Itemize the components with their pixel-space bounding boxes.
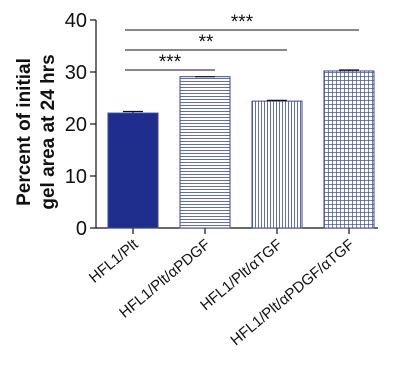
bar xyxy=(323,70,375,229)
y-tick-label: 10 xyxy=(65,166,87,188)
x-axis-labels: HFL1/PltHFL1/Plt/αPDGFHFL1/Plt/αTGFHFL1/… xyxy=(86,236,358,350)
significance-label: *** xyxy=(159,52,182,73)
bar xyxy=(179,76,231,229)
y-tick-label: 20 xyxy=(65,114,87,136)
bar xyxy=(107,112,159,229)
y-axis-title: Percent of initial gel area at 24 hrs xyxy=(14,54,59,209)
y-tick-label: 30 xyxy=(65,62,87,84)
y-axis-title-line-1: Percent of initial xyxy=(14,58,35,206)
significance-label: *** xyxy=(231,12,254,33)
significance-label: ** xyxy=(199,32,214,53)
significance-brackets: ******** xyxy=(125,12,359,73)
bar xyxy=(251,100,303,229)
axes: 0 10 20 30 40 xyxy=(65,10,378,240)
bars xyxy=(107,69,375,229)
y-tick-label: 40 xyxy=(65,10,87,32)
x-tick-label: HFL1/Plt xyxy=(86,236,142,287)
y-tick-label: 0 xyxy=(76,218,87,240)
y-axis-title-line-2: gel area at 24 hrs xyxy=(38,54,59,209)
x-tick-label: HFL1/Plt/αPDGF/αTGF xyxy=(227,236,357,349)
